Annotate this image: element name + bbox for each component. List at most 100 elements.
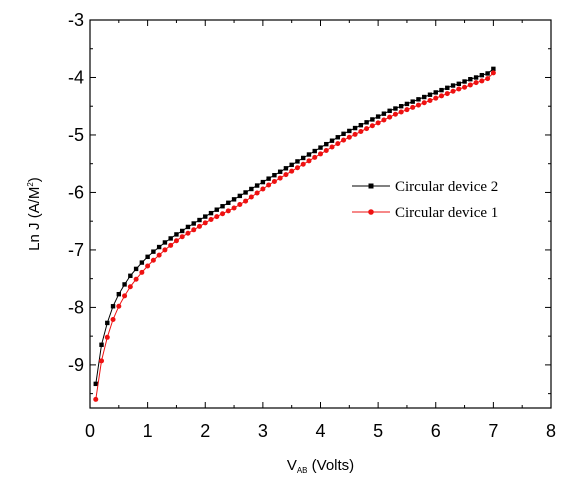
data-point — [254, 183, 260, 188]
data-point — [277, 175, 283, 181]
data-point — [329, 138, 335, 143]
data-point — [335, 135, 340, 140]
data-point — [393, 106, 398, 111]
data-point — [433, 90, 438, 95]
data-point — [398, 104, 404, 109]
data-point — [352, 125, 358, 131]
data-point — [410, 99, 415, 104]
data-point — [231, 205, 237, 211]
y-axis-title: Ln J (A/M2) — [26, 177, 43, 251]
data-point — [318, 145, 323, 150]
data-point — [122, 282, 127, 287]
data-point — [156, 252, 162, 258]
data-point — [294, 165, 300, 171]
data-point — [202, 220, 208, 226]
y-axis-title-main: Ln J (A/M — [26, 187, 43, 251]
data-point — [208, 210, 214, 216]
data-point — [231, 197, 237, 202]
x-axis-title-main: V — [287, 457, 297, 474]
data-point — [352, 131, 358, 137]
data-point — [226, 200, 231, 205]
data-point — [358, 129, 364, 135]
data-point — [335, 141, 341, 147]
data-point — [364, 126, 370, 132]
data-point — [162, 247, 168, 253]
data-point — [404, 101, 410, 107]
data-point — [156, 244, 162, 250]
data-point — [237, 202, 243, 208]
data-point — [410, 104, 416, 110]
data-point — [398, 109, 404, 115]
data-point — [462, 84, 468, 90]
data-point — [116, 303, 122, 309]
data-point — [324, 141, 329, 147]
data-point — [456, 81, 461, 87]
data-point — [173, 238, 179, 244]
data-point — [490, 70, 496, 76]
data-point — [283, 172, 289, 178]
data-point — [427, 92, 433, 97]
data-point — [283, 166, 289, 171]
data-point — [260, 179, 266, 185]
legend-marker-circular-device-1 — [368, 209, 374, 215]
data-point — [439, 87, 444, 93]
y-tick-label: -7 — [68, 240, 84, 260]
data-point — [306, 158, 312, 164]
series-line-circular-device-1 — [95, 72, 494, 400]
data-point — [197, 217, 202, 223]
data-point — [277, 169, 283, 174]
data-point — [266, 182, 272, 188]
data-point — [214, 214, 220, 220]
data-point — [191, 227, 197, 233]
data-point — [485, 71, 490, 76]
data-point — [122, 293, 128, 299]
data-point — [485, 76, 491, 82]
data-point — [260, 186, 266, 192]
data-point — [150, 257, 156, 263]
data-point — [329, 144, 335, 150]
data-point — [318, 151, 323, 157]
axis-tick-labels: 0 1 2 3 4 5 6 7 8 -9 -8 -7 -6 -5 -4 -3 — [68, 10, 556, 441]
x-tick-label: 6 — [431, 421, 441, 441]
data-point — [271, 179, 277, 185]
x-tick-label: 3 — [258, 421, 268, 441]
data-point — [421, 100, 427, 106]
y-tick-label: -8 — [68, 297, 84, 317]
x-tick-label: 0 — [85, 421, 95, 441]
data-point — [445, 85, 450, 91]
data-point — [427, 97, 433, 103]
data-point — [104, 334, 110, 340]
data-point — [491, 66, 496, 72]
data-point — [312, 154, 318, 160]
x-tick-label: 7 — [488, 421, 498, 441]
data-point — [179, 234, 185, 240]
data-point — [214, 207, 219, 212]
data-point — [462, 79, 467, 84]
data-point — [289, 168, 295, 174]
data-point — [473, 80, 479, 86]
data-point — [220, 211, 226, 217]
data-point — [444, 91, 450, 97]
data-point — [364, 120, 369, 125]
data-point — [208, 216, 214, 222]
y-tick-label: -4 — [68, 67, 84, 87]
data-point — [301, 155, 306, 161]
axis-ticks — [89, 19, 552, 408]
legend-label-circular-device-1: Circular device 1 — [395, 205, 498, 221]
data-point — [93, 396, 99, 402]
data-point — [370, 117, 375, 122]
data-point — [110, 304, 116, 309]
data-point — [387, 108, 392, 114]
data-point — [375, 120, 381, 126]
data-point — [151, 249, 156, 254]
data-point — [272, 173, 277, 178]
data-point — [404, 107, 410, 113]
data-point — [191, 221, 196, 226]
data-point — [266, 176, 271, 181]
data-point — [347, 128, 352, 134]
x-tick-label: 1 — [143, 421, 153, 441]
data-point — [243, 190, 248, 195]
data-point — [450, 88, 456, 94]
